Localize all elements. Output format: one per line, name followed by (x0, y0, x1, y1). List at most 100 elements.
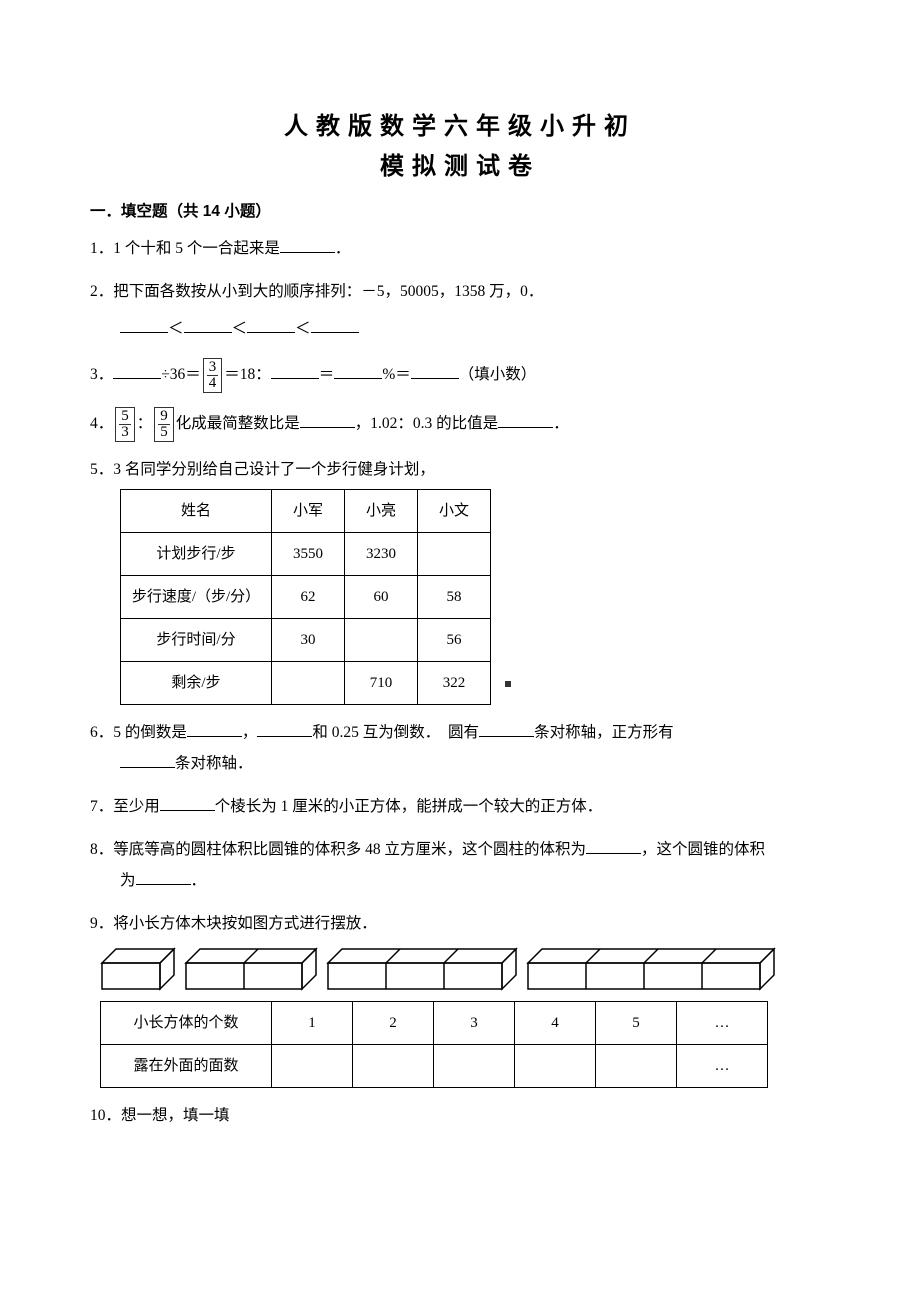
q3-blank-3[interactable] (334, 362, 382, 379)
q6-b: ， (242, 724, 258, 741)
cuboid-group-4 (526, 947, 776, 991)
cell: 1 (272, 1002, 353, 1045)
cell[interactable] (418, 533, 491, 576)
q2-number: 2． (90, 283, 113, 300)
q4-f1-bottom: 3 (119, 425, 131, 440)
q3-c: ＝ (319, 366, 335, 383)
cell[interactable] (596, 1045, 677, 1088)
q6-number: 6． (90, 724, 113, 741)
q3-number: 3． (90, 366, 113, 383)
cell[interactable] (515, 1045, 596, 1088)
cell[interactable] (434, 1045, 515, 1088)
table-row: 露在外面的面数 … (101, 1045, 768, 1088)
cell: 露在外面的面数 (101, 1045, 272, 1088)
table-row: 剩余/步 710 322 (121, 662, 522, 705)
cell[interactable] (353, 1045, 434, 1088)
q8-b: ，这个圆锥的体积 (641, 841, 765, 858)
q2-lt-2: ＜ (232, 320, 248, 337)
q4-f1-top: 5 (119, 409, 131, 425)
section-1-heading: 一．填空题（共 14 小题） (90, 201, 830, 223)
cell[interactable] (272, 1045, 353, 1088)
cell: 5 (596, 1002, 677, 1045)
q9-table: 小长方体的个数 1 2 3 4 5 … 露在外面的面数 … (100, 1001, 768, 1088)
question-8: 8．等底等高的圆柱体积比圆锥的体积多 48 立方厘米，这个圆柱的体积为，这个圆锥… (90, 834, 830, 896)
q4-fraction-1: 53 (115, 407, 135, 442)
q10-number: 10． (90, 1107, 121, 1124)
q3-a: ÷36＝ (161, 366, 201, 383)
cell: 322 (418, 662, 491, 705)
q9-number: 9． (90, 915, 113, 932)
cell: 62 (272, 576, 345, 619)
q5-number: 5． (90, 461, 113, 478)
q1-blank[interactable] (280, 236, 335, 253)
q6-c: 和 0.25 互为倒数． 圆有 (312, 724, 479, 741)
question-4: 4．53：95化成最简整数比是，1.02：0.3 的比值是． (90, 405, 830, 442)
q4-fraction-2: 95 (154, 407, 174, 442)
cell: 计划步行/步 (121, 533, 272, 576)
q8-d: ． (191, 872, 207, 889)
q4-f2-bottom: 5 (158, 425, 170, 440)
table-row: 姓名 小军 小亮 小文 (121, 490, 522, 533)
marker-icon (505, 681, 511, 687)
cell: 3230 (345, 533, 418, 576)
q2-text: 把下面各数按从小到大的顺序排列：－5，50005，1358 万，0． (113, 283, 543, 300)
table-row: 步行时间/分 30 56 (121, 619, 522, 662)
cell: 710 (345, 662, 418, 705)
question-10: 10．想一想，填一填 (90, 1100, 830, 1131)
q2-blank-1[interactable] (120, 316, 168, 333)
question-2: 2．把下面各数按从小到大的顺序排列：－5，50005，1358 万，0． ＜＜＜ (90, 276, 830, 344)
cell[interactable] (345, 619, 418, 662)
cell: 步行时间/分 (121, 619, 272, 662)
q1-text-b: ． (335, 240, 351, 257)
cell: 58 (418, 576, 491, 619)
q7-b: 个棱长为 1 厘米的小正方体，能拼成一个较大的正方体． (215, 798, 603, 815)
q8-blank-1[interactable] (586, 838, 641, 855)
cell: 30 (272, 619, 345, 662)
cell: 步行速度/（步/分） (121, 576, 272, 619)
cell: 2 (353, 1002, 434, 1045)
cell: 3550 (272, 533, 345, 576)
q4-c: ． (553, 415, 569, 432)
cell: … (677, 1002, 768, 1045)
q4-blank-2[interactable] (498, 412, 553, 429)
q6-a: 5 的倒数是 (113, 724, 187, 741)
q2-blank-4[interactable] (311, 316, 359, 333)
q4-a: 化成最简整数比是 (176, 415, 300, 432)
q2-blank-3[interactable] (247, 316, 295, 333)
question-6: 6．5 的倒数是，和 0.25 互为倒数． 圆有条对称轴，正方形有 条对称轴． (90, 717, 830, 779)
q3-e: （填小数） (459, 366, 537, 383)
q4-b: ，1.02：0.3 的比值是 (355, 415, 498, 432)
cuboid-group-2 (184, 947, 318, 991)
q5-col-2: 小亮 (345, 490, 418, 533)
cell: 小长方体的个数 (101, 1002, 272, 1045)
cell[interactable] (272, 662, 345, 705)
q8-blank-2[interactable] (136, 869, 191, 886)
q3-frac-bottom: 4 (207, 376, 219, 391)
q3-blank-4[interactable] (411, 362, 459, 379)
question-7: 7．至少用个棱长为 1 厘米的小正方体，能拼成一个较大的正方体． (90, 791, 830, 822)
q6-d: 条对称轴，正方形有 (534, 724, 674, 741)
q3-blank-2[interactable] (271, 362, 319, 379)
cell: 4 (515, 1002, 596, 1045)
cuboid-group-1 (100, 947, 176, 991)
q8-a: 等底等高的圆柱体积比圆锥的体积多 48 立方厘米，这个圆柱的体积为 (113, 841, 586, 858)
q9-text: 将小长方体木块按如图方式进行摆放． (113, 915, 377, 932)
q5-table: 姓名 小军 小亮 小文 计划步行/步 3550 3230 步行速度/（步/分） … (120, 489, 522, 705)
table-row: 步行速度/（步/分） 62 60 58 (121, 576, 522, 619)
q4-blank-1[interactable] (300, 412, 355, 429)
q1-text-a: 1 个十和 5 个一合起来是 (113, 240, 280, 257)
q10-text: 想一想，填一填 (121, 1107, 230, 1124)
q3-blank-1[interactable] (113, 362, 161, 379)
table-row: 小长方体的个数 1 2 3 4 5 … (101, 1002, 768, 1045)
q2-blank-2[interactable] (184, 316, 232, 333)
q4-number: 4． (90, 415, 113, 432)
cell: … (677, 1045, 768, 1088)
q6-blank-2[interactable] (257, 721, 312, 738)
q7-number: 7． (90, 798, 113, 815)
q6-blank-1[interactable] (187, 721, 242, 738)
q6-blank-3[interactable] (479, 721, 534, 738)
q7-blank[interactable] (160, 795, 215, 812)
q6-blank-4[interactable] (120, 752, 175, 769)
table-row: 计划步行/步 3550 3230 (121, 533, 522, 576)
q5-col-0: 姓名 (121, 490, 272, 533)
